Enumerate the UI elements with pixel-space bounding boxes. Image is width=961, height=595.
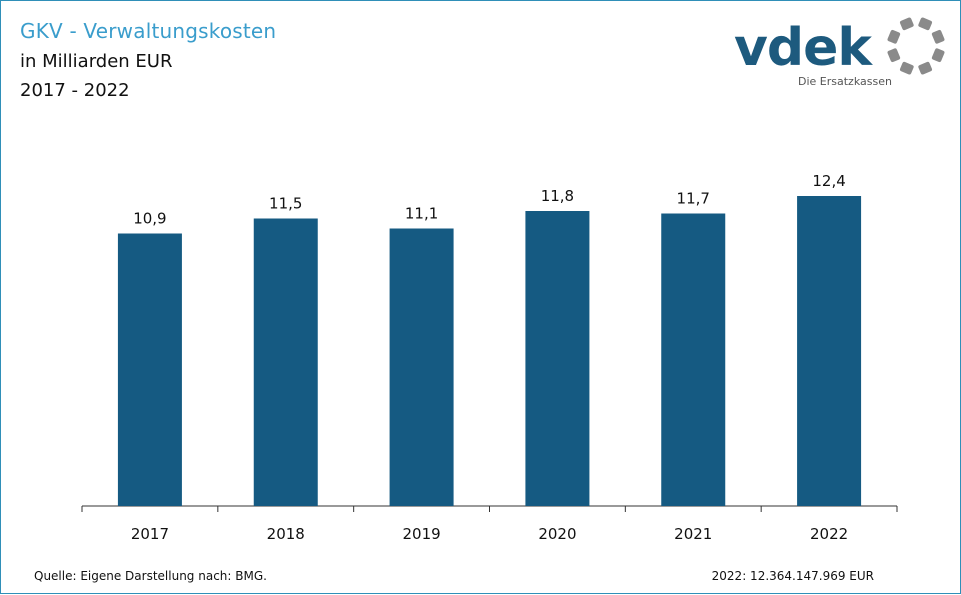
category-label-2020: 2020 (538, 525, 576, 543)
bar-2021 (661, 213, 726, 506)
logo-ring-segment (887, 48, 901, 63)
source-note: Quelle: Eigene Darstellung nach: BMG. (34, 569, 267, 583)
logo-ring-segment (931, 48, 945, 63)
data-label-2017: 10,9 (133, 210, 166, 228)
logo-ring-segment (918, 17, 933, 31)
bar-2017 (117, 233, 182, 506)
logo-ring-segment (899, 17, 914, 31)
vdek-logo: vdek Die Ersatzkassen (734, 17, 945, 88)
category-label-2021: 2021 (674, 525, 712, 543)
bar-2022 (797, 196, 862, 506)
logo-ring-icon (887, 17, 945, 75)
data-label-2020: 11,8 (541, 187, 574, 205)
logo-tagline: Die Ersatzkassen (798, 75, 892, 88)
data-label-2019: 11,1 (405, 205, 438, 223)
logo-ring-segment (931, 29, 945, 44)
chart-subtitle-years: 2017 - 2022 (20, 80, 130, 101)
chart-subtitle-unit: in Milliarden EUR (20, 51, 173, 72)
category-label-2022: 2022 (810, 525, 848, 543)
category-label-2018: 2018 (267, 525, 305, 543)
logo-ring-segment (899, 61, 914, 75)
total-note: 2022: 12.364.147.969 EUR (711, 569, 874, 583)
data-label-2022: 12,4 (812, 172, 845, 190)
bar-2018 (253, 218, 318, 506)
logo-word: vdek (734, 18, 873, 78)
data-label-2018: 11,5 (269, 195, 302, 213)
logo-ring-segment (918, 61, 933, 75)
chart-title: GKV - Verwaltungskosten (20, 19, 277, 43)
bar-2019 (389, 228, 454, 506)
bar-2020 (525, 211, 590, 506)
category-label-2017: 2017 (131, 525, 169, 543)
data-label-2021: 11,7 (677, 190, 710, 208)
logo-ring-segment (887, 29, 901, 44)
category-label-2019: 2019 (402, 525, 440, 543)
